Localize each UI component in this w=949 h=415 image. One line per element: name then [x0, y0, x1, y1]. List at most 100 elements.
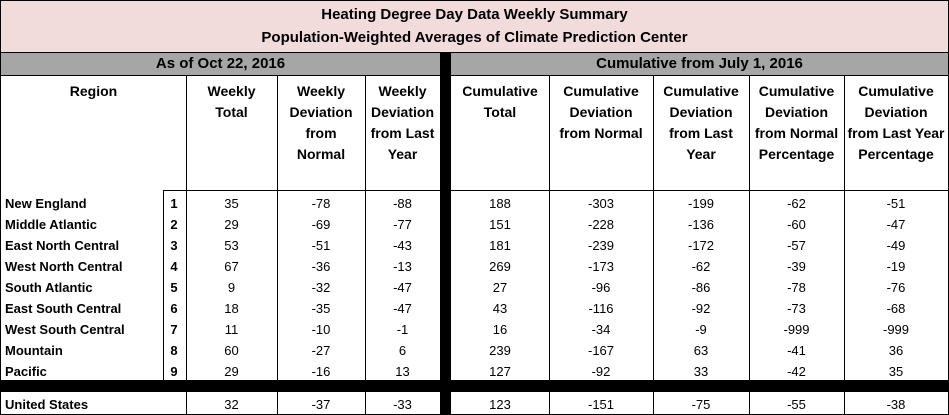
table-cell: -172 [687, 238, 715, 253]
total-cell: -37 [311, 397, 331, 412]
column-header: Weekly Deviation from Normal [277, 76, 365, 190]
table-cell: -39 [787, 259, 806, 274]
table-cell: -35 [311, 301, 331, 316]
grid-line-vertical [749, 392, 750, 414]
table-cell: -19 [886, 259, 906, 274]
table-cell: -51 [886, 196, 906, 211]
table-cell: 239 [489, 343, 511, 358]
column-header-line: Percentage [758, 146, 835, 162]
column-header-line: Deviation [669, 104, 733, 120]
table-cell: -9 [695, 322, 707, 337]
column-header: Cumulative Total [451, 76, 549, 190]
grid-line-vertical [844, 190, 845, 380]
region-name: Mountain [5, 343, 63, 358]
table-cell: -62 [691, 259, 711, 274]
table-cell: 67 [224, 259, 239, 274]
table-cell: 11 [224, 322, 239, 337]
column-header-line: Total [215, 104, 248, 120]
grid-line-vertical [749, 190, 750, 380]
column-header-line: Deviation [764, 104, 828, 120]
column-header-line: Year [686, 146, 716, 162]
grid-line-vertical [186, 76, 187, 190]
table-cell: 18 [224, 301, 239, 316]
grid-line-vertical [549, 76, 550, 190]
table-cell: -47 [393, 280, 412, 295]
total-cell: -75 [691, 397, 711, 412]
table-cell: -51 [311, 238, 331, 253]
table-subtitle: Population-Weighted Averages of Climate … [261, 29, 688, 46]
table-cell: 35 [888, 364, 904, 379]
table-cell: -47 [886, 217, 906, 232]
table-cell: -43 [393, 238, 412, 253]
column-header-line: Weekly [378, 83, 427, 99]
region-number: 5 [170, 280, 178, 295]
title-band: Heating Degree Day Data Weekly Summary P… [1, 1, 948, 53]
total-region-name: United States [5, 397, 89, 412]
column-header-line: from Last [370, 125, 435, 141]
region-name: West North Central [5, 259, 123, 274]
column-header-line: Weekly [297, 83, 345, 99]
column-header-line: from Last Year [847, 125, 945, 141]
table-cell: 181 [489, 238, 511, 253]
table-cell: -49 [886, 238, 906, 253]
table-cell: -92 [591, 364, 611, 379]
column-header-line: Cumulative [563, 83, 639, 99]
grid-line-vertical [277, 190, 278, 380]
column-header: Cumulative Deviation from Last Year Percent… [844, 76, 948, 190]
column-header-line: Cumulative [462, 83, 538, 99]
table-cell: -86 [691, 280, 711, 295]
column-header: Cumulative Deviation from Normal [549, 76, 653, 190]
total-cell: -38 [886, 397, 906, 412]
column-header-line: Year [387, 146, 418, 162]
grid-line-vertical [549, 392, 550, 414]
table-cell: 9 [227, 280, 236, 295]
table-cell: -47 [393, 301, 412, 316]
table-cell: -167 [587, 343, 615, 358]
column-header-line: Percentage [858, 146, 934, 162]
table-cell: -34 [591, 322, 611, 337]
table-cell: -78 [787, 280, 806, 295]
table-cell: -999 [882, 322, 910, 337]
section-header-cumulative: Cumulative from July 1, 2016 [451, 53, 948, 76]
table-cell: -62 [787, 196, 806, 211]
column-header-line: Cumulative [858, 83, 934, 99]
table-cell: -69 [311, 217, 331, 232]
table-cell: -60 [787, 217, 806, 232]
column-header-line: from Last [669, 125, 733, 141]
total-cell: 123 [489, 397, 511, 412]
table-cell: -42 [787, 364, 806, 379]
grid-line-vertical [549, 190, 550, 380]
region-number: 4 [170, 259, 178, 274]
grid-line-vertical [653, 190, 654, 380]
table-cell: -92 [691, 301, 711, 316]
table-cell: -73 [787, 301, 806, 316]
total-cell: 32 [224, 397, 239, 412]
region-name: East North Central [5, 238, 120, 253]
table-cell: 35 [224, 196, 239, 211]
total-divider [1, 380, 948, 392]
table-cell: 16 [492, 322, 508, 337]
column-header-line: Total [483, 104, 517, 120]
table-cell: -27 [311, 343, 331, 358]
column-header-line: Deviation [864, 104, 928, 120]
table-cell: -78 [311, 196, 331, 211]
grid-line-vertical [844, 392, 845, 414]
grid-line-vertical [749, 76, 750, 190]
column-header: Weekly Total [186, 76, 277, 190]
table-cell: 151 [489, 217, 511, 232]
region-name: New England [5, 196, 87, 211]
column-header-line: Deviation [289, 104, 353, 120]
column-header-line: from Normal [559, 125, 643, 141]
table-cell: -1 [396, 322, 409, 337]
table-cell: 60 [224, 343, 239, 358]
column-header-line: from [305, 125, 337, 141]
table-cell: -32 [311, 280, 331, 295]
grid-line-vertical [844, 76, 845, 190]
table-cell: -303 [587, 196, 615, 211]
section-divider [440, 53, 451, 414]
table-cell: -41 [787, 343, 806, 358]
region-number: 8 [170, 343, 178, 358]
table-title: Heating Degree Day Data Weekly Summary [321, 6, 628, 23]
table-cell: 29 [224, 364, 239, 379]
